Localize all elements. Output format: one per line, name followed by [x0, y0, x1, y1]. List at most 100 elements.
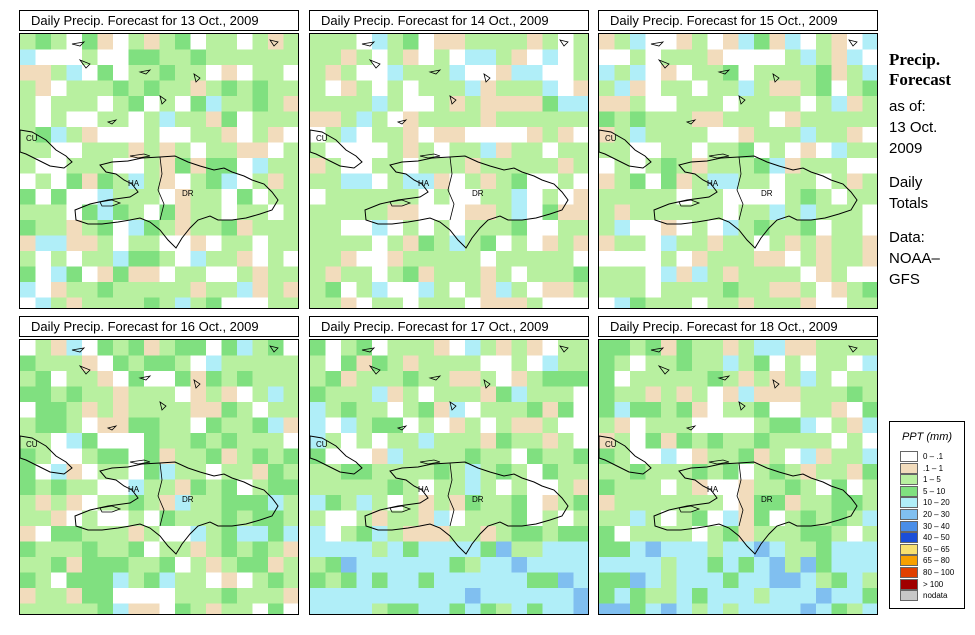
precip-cell	[614, 220, 631, 237]
precip-cell	[310, 80, 327, 97]
precip-cell	[614, 96, 631, 113]
precip-cell	[645, 355, 662, 372]
precip-cell	[573, 386, 588, 403]
precip-cell	[341, 49, 358, 66]
precip-cell	[372, 282, 389, 299]
precip-cell	[661, 80, 678, 97]
precip-cell	[341, 173, 358, 190]
precip-cell	[599, 495, 616, 512]
precip-cell	[20, 80, 37, 97]
precip-cell	[35, 526, 52, 543]
precip-cell	[831, 297, 848, 308]
legend-label: 5 – 10	[923, 486, 946, 496]
precip-cell	[418, 557, 435, 574]
precip-cell	[325, 510, 342, 527]
precip-cell	[190, 297, 207, 308]
precip-cell	[268, 371, 285, 388]
precip-cell	[66, 127, 83, 144]
precip-cell	[237, 111, 254, 128]
precip-cell	[496, 495, 513, 512]
precip-cell	[542, 588, 559, 605]
precip-cell	[599, 526, 616, 543]
precip-cell	[692, 603, 709, 614]
precip-cell	[97, 34, 114, 51]
precip-cell	[630, 510, 647, 527]
precip-cell	[159, 417, 176, 434]
precip-cell	[449, 479, 466, 496]
precip-cell	[144, 111, 161, 128]
precip-cell	[66, 158, 83, 175]
precip-cell	[676, 297, 693, 308]
precip-cell	[573, 49, 588, 66]
precip-cell	[403, 189, 420, 206]
precip-cell	[113, 371, 130, 388]
haiti-dr-border	[447, 156, 455, 221]
precip-cell	[831, 127, 848, 144]
precip-cell	[434, 479, 451, 496]
precip-cell	[190, 96, 207, 113]
precip-cell	[159, 173, 176, 190]
precip-cell	[325, 235, 342, 252]
precip-cell	[862, 526, 877, 543]
precip-cell	[35, 80, 52, 97]
precip-cell	[175, 34, 192, 51]
precip-cell	[356, 235, 373, 252]
precip-cell	[325, 80, 342, 97]
precip-cell	[268, 297, 285, 308]
precip-cell	[128, 479, 145, 496]
precip-cell	[237, 464, 254, 481]
precip-cell	[676, 111, 693, 128]
precip-cell	[661, 371, 678, 388]
precip-cell	[449, 34, 466, 51]
precip-cell	[769, 49, 786, 66]
precip-cell	[418, 340, 435, 357]
precip-cell	[511, 588, 528, 605]
precip-cell	[283, 603, 298, 614]
precip-cell	[356, 510, 373, 527]
precip-cell	[707, 495, 724, 512]
legend-item: 10 – 20	[900, 497, 962, 509]
precip-cell	[252, 220, 269, 237]
precip-cell	[511, 65, 528, 82]
precip-cell	[573, 80, 588, 97]
bahamas-island	[106, 425, 118, 431]
precip-cell	[35, 96, 52, 113]
precip-cell	[599, 402, 616, 419]
precip-cell	[128, 251, 145, 268]
precip-cell	[252, 386, 269, 403]
bahamas-island	[78, 59, 91, 69]
precip-cell	[35, 371, 52, 388]
precip-cell	[511, 189, 528, 206]
precip-cell	[159, 510, 176, 527]
precip-cell	[769, 158, 786, 175]
precip-cell	[387, 371, 404, 388]
cuba-coastline	[599, 435, 652, 475]
precip-cell	[387, 433, 404, 450]
precip-cell	[692, 510, 709, 527]
precip-cell	[237, 158, 254, 175]
precip-cell	[82, 479, 99, 496]
precip-cell	[20, 266, 37, 283]
precip-cell	[159, 96, 176, 113]
bahamas-island	[159, 401, 167, 411]
precip-cell	[82, 371, 99, 388]
precip-cell	[558, 111, 575, 128]
precip-cell	[527, 386, 544, 403]
precip-cell	[511, 448, 528, 465]
precip-cell	[661, 266, 678, 283]
precip-cell	[511, 173, 528, 190]
precip-cell	[723, 111, 740, 128]
precip-cell	[800, 266, 817, 283]
precip-cell	[511, 235, 528, 252]
precip-cell	[480, 96, 497, 113]
precip-cell	[113, 464, 130, 481]
precip-cell	[372, 49, 389, 66]
precip-cell	[465, 510, 482, 527]
hispaniola-coastline	[364, 155, 569, 249]
precip-cell	[97, 204, 114, 221]
precip-cell	[800, 464, 817, 481]
precip-cell	[310, 235, 327, 252]
bahamas-island	[685, 425, 697, 431]
precip-cell	[66, 588, 83, 605]
precip-cell	[237, 173, 254, 190]
